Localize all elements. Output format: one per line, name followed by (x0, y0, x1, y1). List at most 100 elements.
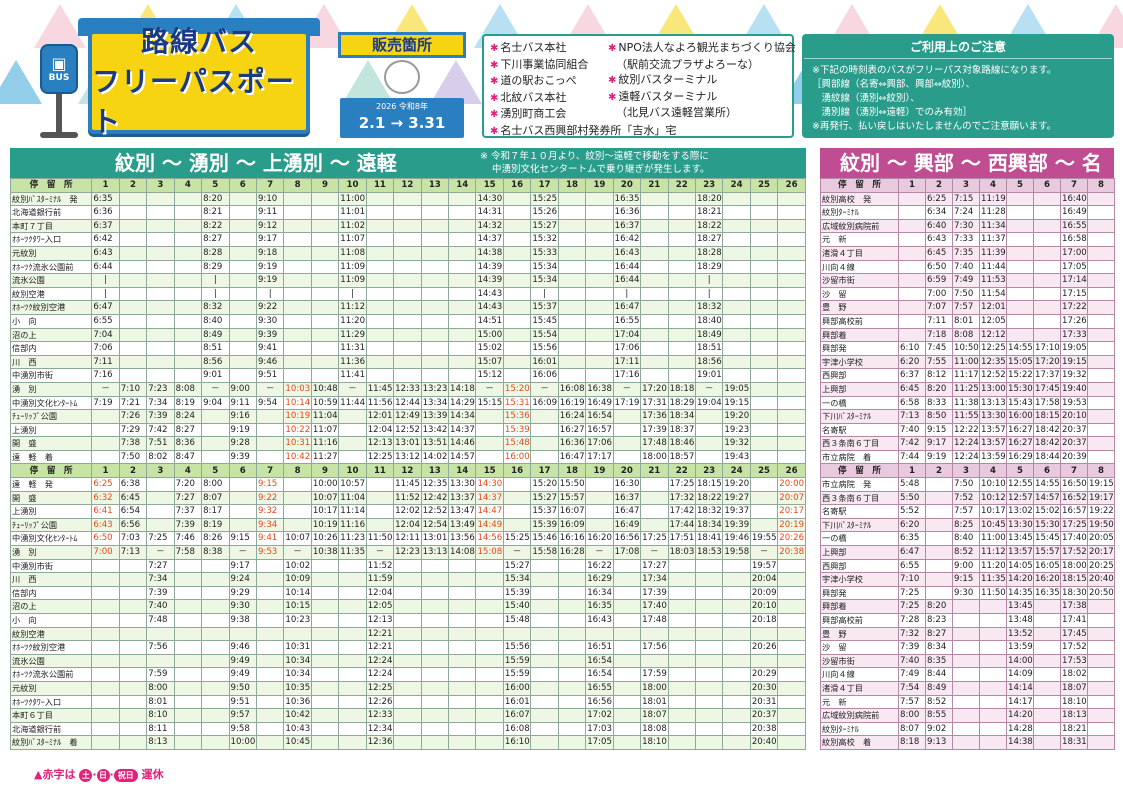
time-cell: 17:42 (667, 504, 696, 519)
time-cell: 13:49 (448, 517, 477, 533)
time-cell (749, 286, 779, 302)
shop-name: NPO法人なよろ観光まちづくり協会 (618, 41, 796, 54)
shop-list-left: ✱ 名士バス本社 ✱ 下川事業協同組合 ✱ 道の駅おこっぺ ✱ 北紋バス本社 ✱ 湧別町商工会 ✱ 名… (490, 40, 676, 139)
time-cell (722, 259, 751, 275)
stop-name: 小 向 (9, 613, 93, 628)
time-cell: 17:36 (640, 409, 669, 424)
time-cell (146, 259, 175, 275)
time-cell (925, 545, 953, 560)
time-cell (612, 409, 642, 424)
time-cell (612, 436, 642, 451)
table-row: 元紋別 8:00 9:50 10:35 12:25 16:00 16:55 18:00 20:3… (9, 680, 806, 696)
time-cell: 11:12 (979, 545, 1007, 560)
time-cell (118, 368, 148, 383)
time-cell (1087, 232, 1115, 247)
time-cell (420, 368, 450, 383)
time-cell (1033, 259, 1061, 275)
time-cell (420, 341, 450, 356)
time-cell: 14:55 (1006, 341, 1034, 356)
time-cell: 11:38 (952, 395, 980, 411)
time-cell: 18:44 (1033, 449, 1061, 465)
time-cell: 20:00 (777, 477, 806, 492)
time-cell (228, 327, 257, 343)
time-cell: 7:10 (118, 381, 148, 397)
time-cell (722, 572, 751, 587)
time-cell (667, 191, 696, 207)
time-cell: 15:20 (502, 381, 532, 397)
table-row: 渚滑４丁目 7:54 8:49 14:14 18:07 (820, 680, 1115, 696)
time-cell (173, 286, 203, 302)
time-cell: 19:53 (1060, 395, 1088, 411)
time-cell (201, 558, 230, 574)
time-cell: 7:34 (146, 572, 175, 587)
time-cell: 14:31 (475, 205, 504, 220)
stop-name: 開 盛 (9, 490, 93, 506)
time-cell (173, 245, 203, 261)
header-cell: 15 (475, 178, 504, 193)
time-cell (118, 354, 148, 370)
time-cell: 9:19 (255, 259, 285, 275)
time-cell: 10:45 (979, 517, 1007, 533)
time-cell: 11:16 (338, 517, 367, 533)
time-cell: 17:25 (1060, 517, 1088, 533)
time-cell (1087, 694, 1115, 710)
time-cell (91, 585, 120, 601)
time-cell (952, 599, 980, 614)
time-cell (310, 626, 340, 642)
notice-line: ※下記の時刻表のバスがフリーパス対象路線になります。 (812, 65, 1057, 76)
shop-item: ✱ 湧別町商工会 (490, 106, 676, 123)
time-cell (640, 477, 669, 492)
time-cell: 10:03 (283, 381, 312, 397)
time-cell (1033, 680, 1061, 696)
sales-period-box: 販売箇所 2026 令和8年 2.1 → 3.31 (332, 30, 472, 138)
time-cell: 9:02 (925, 721, 953, 737)
header-cell: 7 (255, 178, 285, 193)
header-cell: 25 (749, 178, 779, 193)
time-cell (201, 626, 230, 642)
time-cell (448, 613, 477, 628)
time-cell (530, 572, 559, 587)
table-row: 中湧別市街 7:16 9:01 9:51 11:41 15:12 16:06 17:16 19:… (9, 368, 806, 383)
time-cell: 17:05 (585, 735, 614, 750)
time-cell: － (228, 545, 257, 560)
time-cell: 9:17 (925, 436, 953, 451)
legend-sat: 土 (79, 769, 93, 782)
time-cell: 16:29 (1006, 449, 1034, 465)
time-cell: 8:52 (952, 545, 980, 560)
time-cell: 20:26 (749, 640, 779, 655)
stop-name: 一の橋 (820, 531, 899, 547)
time-cell (612, 422, 642, 438)
time-cell: 7:42 (146, 422, 175, 438)
time-cell (255, 735, 285, 750)
table-row: 上湧別 7:29 7:42 8:27 9:19 10:22 11:07 12:04 12:52 1… (9, 422, 806, 438)
time-cell (502, 477, 532, 492)
time-cell (1087, 422, 1115, 438)
time-cell: 6:32 (91, 490, 120, 506)
table-row: 市立病院 着 7:44 9:19 12:24 13:59 16:29 18:44 20:39 (820, 449, 1115, 465)
time-cell: 16:37 (612, 490, 642, 506)
time-cell: 18:01 (640, 694, 669, 710)
table-row: 西３条南６丁目 5:50 7:52 10:12 12:57 14:57 16:52 19:17 (820, 490, 1115, 506)
time-cell (393, 327, 422, 343)
table-row: 川向４線 7:49 8:44 14:09 18:02 (820, 667, 1115, 682)
time-cell (557, 191, 587, 207)
time-cell: 15:56 (530, 341, 559, 356)
time-cell (118, 259, 148, 275)
time-cell (393, 259, 422, 275)
time-cell: 11:59 (365, 572, 395, 587)
time-cell (255, 640, 285, 655)
time-cell (393, 273, 422, 288)
time-cell: | (612, 286, 642, 302)
time-cell: 10:19 (310, 517, 340, 533)
time-cell (1006, 327, 1034, 343)
time-cell (393, 694, 422, 710)
time-cell (448, 354, 477, 370)
time-cell: 17:58 (1033, 395, 1061, 411)
notice-box: ご利用上のご注意 ※下記の時刻表のバスがフリーパス対象路線になります。 ［興部線（… (802, 34, 1114, 138)
time-cell: 11:37 (979, 232, 1007, 247)
time-cell (448, 694, 477, 710)
header-cell: 6 (228, 178, 257, 193)
time-cell (283, 191, 312, 207)
time-cell (777, 694, 806, 710)
time-cell (777, 409, 806, 424)
